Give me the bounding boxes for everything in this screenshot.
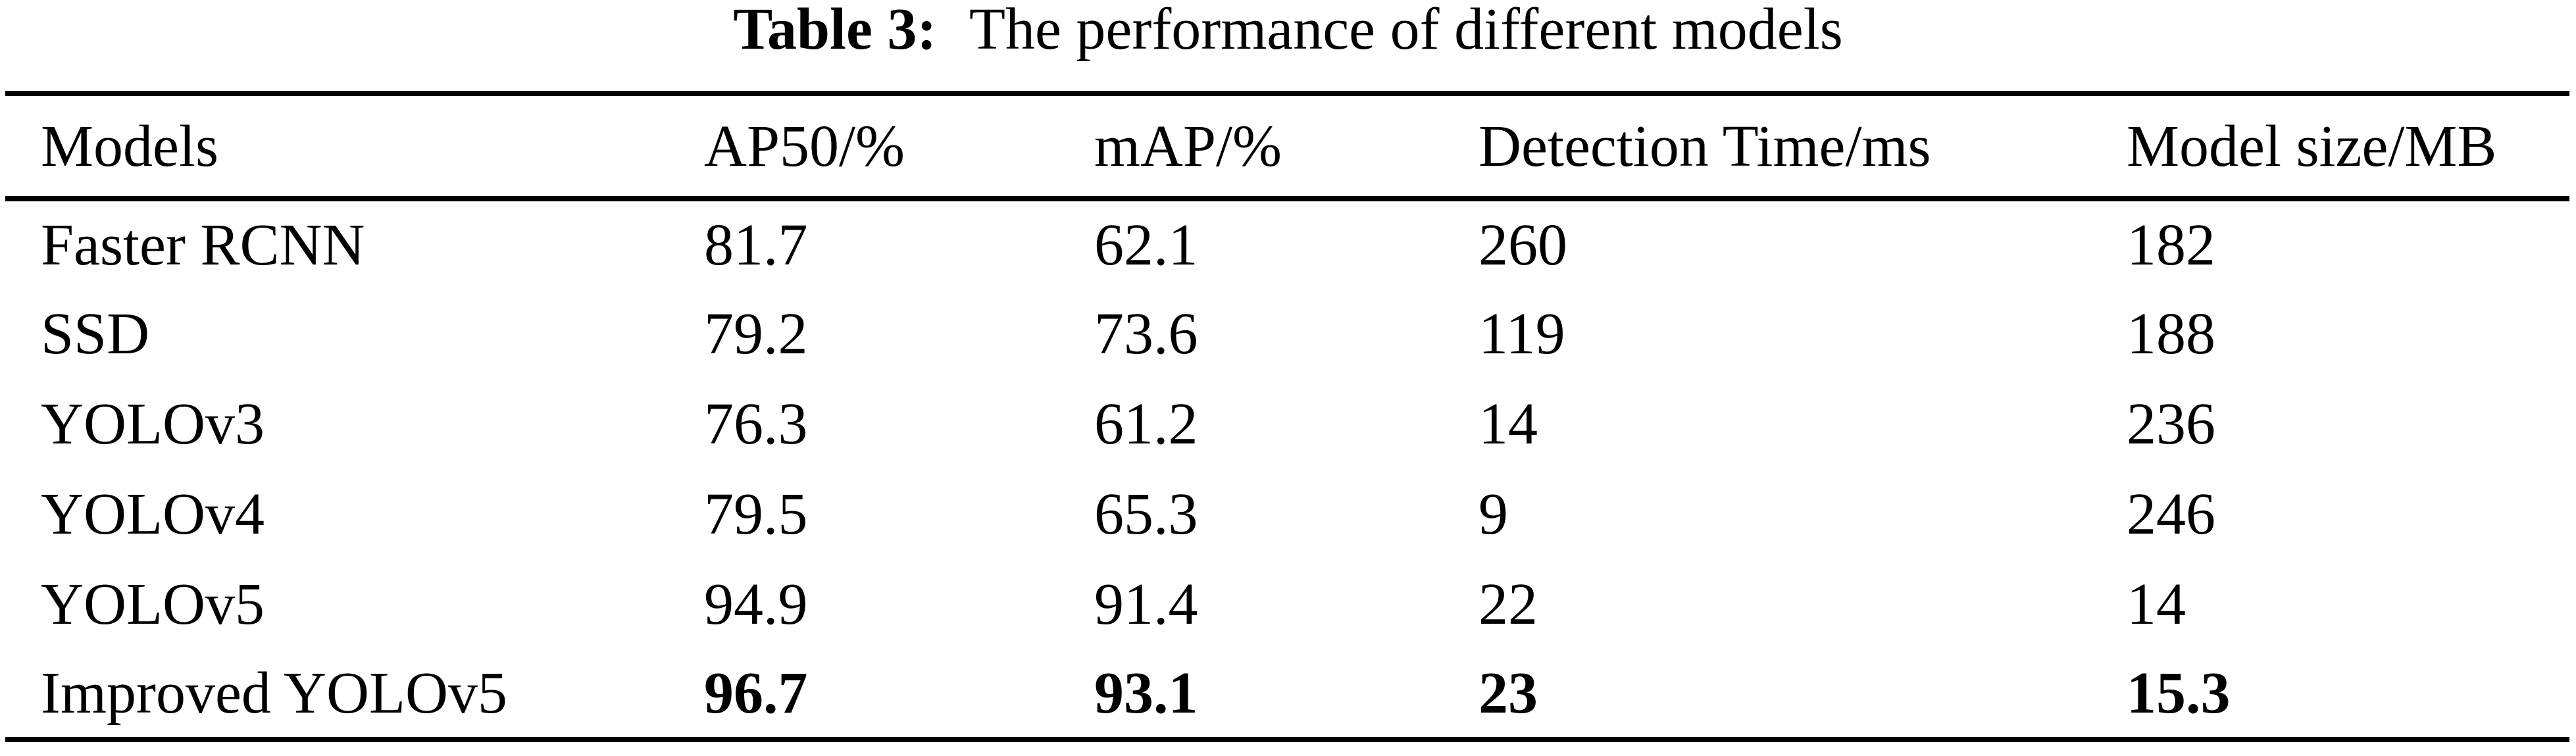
caption-label: Table 3:	[733, 0, 937, 62]
cell-map: 93.1	[1094, 661, 1198, 726]
cell-detection-time: 260	[1478, 213, 1567, 278]
cell-ap50: 79.5	[704, 482, 808, 547]
cell-model-name: YOLOv3	[41, 391, 265, 457]
column-header-model-size: Model size/MB	[2127, 113, 2497, 179]
cell-model-size: 246	[2127, 482, 2215, 547]
cell-model-size: 236	[2127, 391, 2215, 457]
cell-model-size: 14	[2127, 572, 2186, 637]
column-header-ap50: AP50/%	[704, 113, 905, 179]
cell-model-size: 182	[2127, 213, 2215, 278]
cell-detection-time: 119	[1478, 301, 1565, 366]
cell-map: 73.6	[1094, 301, 1198, 366]
cell-map: 65.3	[1094, 482, 1198, 547]
table-caption: Table 3: The performance of different mod…	[0, 0, 2576, 66]
cell-map: 61.2	[1094, 391, 1198, 457]
cell-ap50: 76.3	[704, 391, 808, 457]
cell-model-size: 15.3	[2127, 661, 2231, 726]
cell-model-name: Improved YOLOv5	[41, 661, 508, 726]
cell-detection-time: 22	[1478, 572, 1538, 637]
cell-model-name: Faster RCNN	[41, 213, 365, 278]
column-header-map: mAP/%	[1094, 113, 1282, 179]
table-row-improved-yolov5: Improved YOLOv5 96.7 93.1 23 15.3	[5, 649, 2569, 740]
cell-detection-time: 14	[1478, 391, 1538, 457]
table-row-yolov3: YOLOv3 76.3 61.2 14 236	[5, 379, 2569, 469]
header-row: Models AP50/% mAP/% Detection Time/ms Mo…	[5, 93, 2569, 199]
cell-map: 62.1	[1094, 213, 1198, 278]
cell-ap50: 96.7	[704, 661, 808, 726]
cell-detection-time: 9	[1478, 482, 1508, 547]
cell-model-name: YOLOv4	[41, 482, 265, 547]
column-header-models: Models	[41, 113, 218, 179]
cell-map: 91.4	[1094, 572, 1198, 637]
caption-text: The performance of different models	[969, 0, 1843, 62]
column-header-detection-time: Detection Time/ms	[1478, 113, 1931, 179]
cell-model-name: YOLOv5	[41, 572, 265, 637]
table-row-ssd: SSD 79.2 73.6 119 188	[5, 289, 2569, 379]
cell-model-size: 188	[2127, 301, 2215, 366]
cell-ap50: 81.7	[704, 213, 808, 278]
cell-ap50: 94.9	[704, 572, 808, 637]
table-row-yolov5: YOLOv5 94.9 91.4 22 14	[5, 559, 2569, 649]
cell-model-name: SSD	[41, 301, 150, 366]
table-row-faster-rcnn: Faster RCNN 81.7 62.1 260 182	[5, 199, 2569, 289]
cell-ap50: 79.2	[704, 301, 808, 366]
table-row-yolov4: YOLOv4 79.5 65.3 9 246	[5, 469, 2569, 559]
performance-table: Models AP50/% mAP/% Detection Time/ms Mo…	[5, 91, 2569, 742]
cell-detection-time: 23	[1478, 661, 1538, 726]
